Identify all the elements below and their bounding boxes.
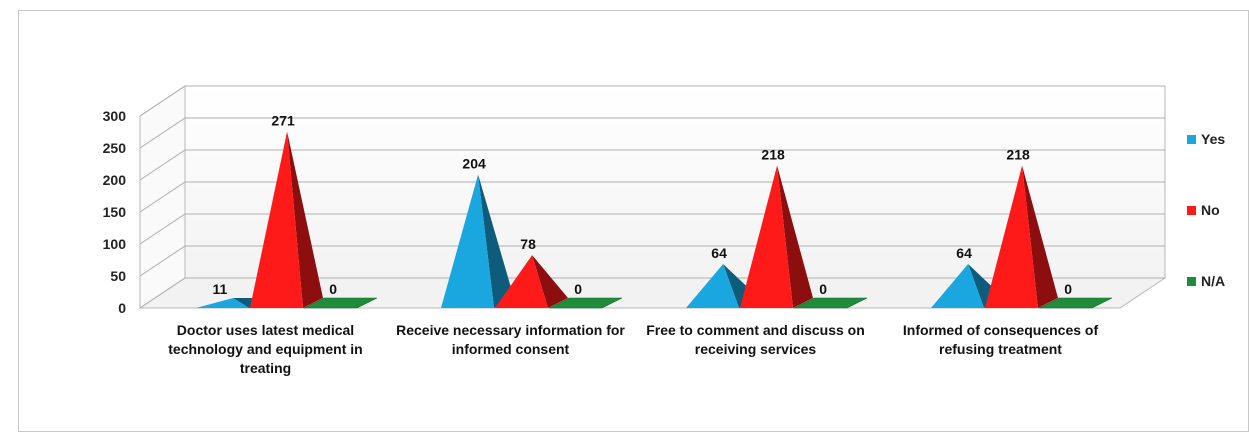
y-tick-label: 50 bbox=[110, 268, 126, 284]
gridline bbox=[139, 85, 1165, 117]
legend-swatch-no bbox=[1187, 206, 1196, 215]
pyramid-yes-2 bbox=[686, 264, 739, 308]
chart-marks bbox=[196, 131, 1113, 309]
y-tick-label: 200 bbox=[103, 172, 127, 188]
data-label-n-a-2: 0 bbox=[819, 281, 827, 297]
y-axis-ticks: 0 50 100 150 200 250 300 bbox=[103, 108, 127, 316]
data-label-no-1: 78 bbox=[520, 236, 536, 252]
data-label-no-3: 218 bbox=[1006, 146, 1030, 162]
gridline bbox=[139, 277, 1165, 309]
y-tick-label: 150 bbox=[103, 204, 127, 220]
data-labels: 11 271 0 204 78 0 64 218 0 64 218 0 bbox=[212, 113, 1072, 297]
data-label-yes-1: 204 bbox=[462, 155, 486, 171]
y-tick-label: 250 bbox=[103, 140, 127, 156]
x-category-label: Informed of consequences of refusing tre… bbox=[902, 322, 1099, 357]
legend-label-no: No bbox=[1201, 202, 1220, 218]
pyramid-no-2 bbox=[740, 165, 793, 308]
pyramid-n-a-3 bbox=[1038, 297, 1113, 309]
y-tick-label: 100 bbox=[103, 236, 127, 252]
data-label-no-2: 218 bbox=[761, 146, 785, 162]
x-category-label: Receive necessary information for inform… bbox=[396, 322, 625, 357]
gridline bbox=[139, 245, 1165, 277]
data-label-n-a-3: 0 bbox=[1064, 281, 1072, 297]
pyramid-no-0 bbox=[250, 131, 303, 308]
pyramid-yes-3 bbox=[931, 264, 984, 308]
data-label-yes-3: 64 bbox=[956, 245, 972, 261]
pyramid-yes-0 bbox=[196, 297, 249, 308]
pyramid-side-no-0 bbox=[287, 131, 323, 308]
y-tick-label: 300 bbox=[103, 108, 127, 124]
pyramid-side-no-3 bbox=[1022, 165, 1058, 308]
pyramid-yes-1 bbox=[441, 174, 494, 308]
data-label-yes-0: 11 bbox=[212, 281, 227, 297]
gridline bbox=[139, 149, 1165, 181]
chart-axes bbox=[138, 85, 1167, 309]
pyramid-n-a-2 bbox=[793, 297, 868, 309]
data-label-n-a-1: 0 bbox=[574, 281, 582, 297]
pyramid-no-1 bbox=[495, 255, 548, 308]
pyramid-n-a-0 bbox=[303, 297, 378, 309]
gridline bbox=[139, 213, 1165, 245]
legend-swatch-yes bbox=[1187, 135, 1196, 144]
legend-label-n-a: N/A bbox=[1201, 273, 1225, 289]
data-label-yes-2: 64 bbox=[711, 245, 727, 261]
data-label-no-0: 271 bbox=[271, 113, 295, 129]
x-category-label: Doctor uses latest medical technology an… bbox=[168, 322, 363, 376]
pyramid-side-no-1 bbox=[532, 255, 568, 308]
legend-label-yes: Yes bbox=[1201, 131, 1225, 147]
legend: Yes No N/A bbox=[1187, 131, 1225, 289]
pyramid-side-yes-1 bbox=[478, 174, 514, 308]
gridline bbox=[139, 117, 1165, 149]
x-category-label: Free to comment and discuss on receiving… bbox=[646, 322, 865, 357]
pyramid-n-a-1 bbox=[548, 297, 623, 309]
y-tick-label: 0 bbox=[118, 300, 126, 316]
pyramid-side-no-2 bbox=[777, 165, 813, 308]
legend-swatch-n-a bbox=[1187, 277, 1196, 286]
gridline bbox=[139, 181, 1165, 213]
pyramid-no-3 bbox=[985, 165, 1038, 308]
data-label-n-a-0: 0 bbox=[329, 281, 337, 297]
